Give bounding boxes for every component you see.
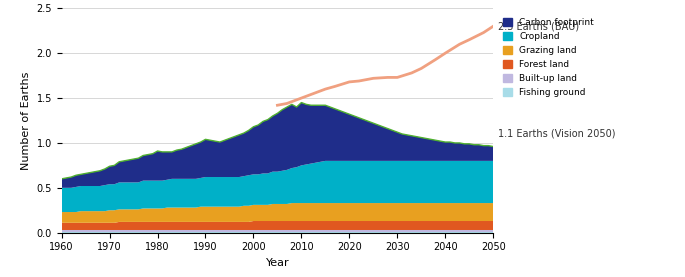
Legend: Carbon footprint, Cropland, Grazing land, Forest land, Built-up land, Fishing gr: Carbon footprint, Cropland, Grazing land… xyxy=(502,17,595,98)
Y-axis label: Number of Earths: Number of Earths xyxy=(21,71,31,170)
Text: 1.1 Earths (Vision 2050): 1.1 Earths (Vision 2050) xyxy=(498,129,616,139)
X-axis label: Year: Year xyxy=(266,258,289,268)
Text: 2.3 Earths (BAU): 2.3 Earths (BAU) xyxy=(498,21,579,31)
